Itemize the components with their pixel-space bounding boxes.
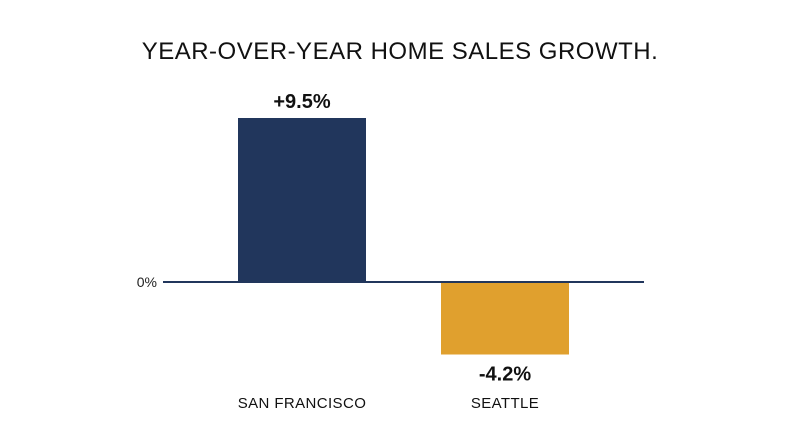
category-labels-group: SAN FRANCISCO SEATTLE	[238, 395, 539, 412]
data-label-san-francisco: +9.5%	[273, 91, 330, 113]
data-label-seattle: -4.2%	[479, 364, 531, 386]
category-label-seattle: SEATTLE	[471, 395, 539, 412]
bars-group	[238, 118, 569, 355]
chart-title: YEAR-OVER-YEAR HOME SALES GROWTH.	[141, 38, 659, 65]
bar-san-francisco	[238, 118, 366, 282]
y-tick-label-zero: 0%	[137, 274, 157, 290]
value-labels-group: +9.5% -4.2%	[273, 91, 531, 386]
bar-seattle	[441, 282, 569, 355]
category-label-san-francisco: SAN FRANCISCO	[238, 395, 367, 412]
